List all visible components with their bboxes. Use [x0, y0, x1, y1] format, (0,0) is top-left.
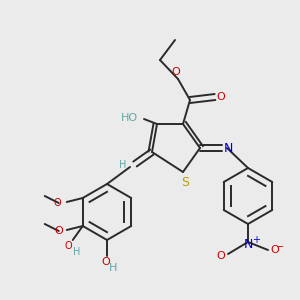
- Text: O: O: [172, 67, 180, 77]
- Text: N: N: [243, 238, 253, 250]
- Text: HO: HO: [121, 113, 138, 123]
- Text: +: +: [252, 235, 260, 245]
- Text: O: O: [53, 198, 61, 208]
- Text: −: −: [276, 242, 284, 252]
- Text: H: H: [118, 160, 126, 170]
- Text: S: S: [181, 176, 189, 188]
- Text: O: O: [102, 257, 110, 267]
- Text: O: O: [217, 92, 225, 102]
- Text: H: H: [73, 247, 80, 257]
- Text: H: H: [109, 263, 117, 273]
- Text: N: N: [223, 142, 233, 154]
- Text: O: O: [217, 251, 225, 261]
- Text: O: O: [54, 226, 63, 236]
- Text: O: O: [65, 241, 73, 251]
- Text: O: O: [271, 245, 279, 255]
